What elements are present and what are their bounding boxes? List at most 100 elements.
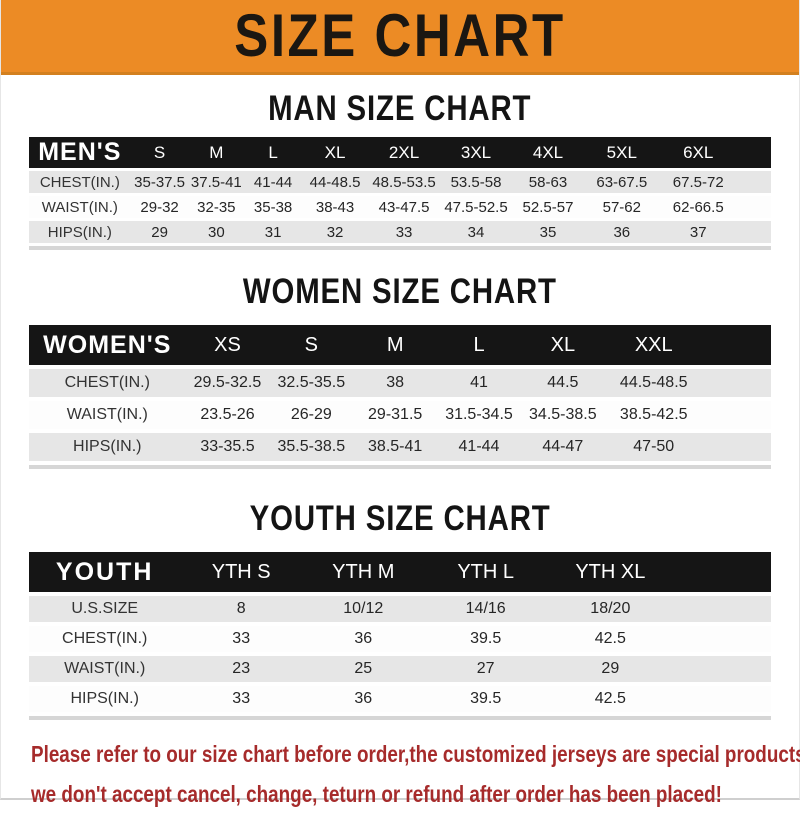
youth-size-table: YOUTH YTH S YTH M YTH L YTH XL U.S.SIZE 8 10/12… xyxy=(29,548,771,716)
footer-notice: Please refer to our size chart before or… xyxy=(31,736,800,816)
size-value: 38.5-42.5 xyxy=(604,401,703,429)
row-label: WAIST(IN.) xyxy=(29,196,131,218)
size-chart-sections: MAN SIZE CHART MEN'S S M L XL 2XL 3XL 4XL 5XL 6XL C… xyxy=(1,91,799,720)
header-filler-cell xyxy=(736,137,771,168)
size-value: 39.5 xyxy=(424,686,547,712)
size-value: 23.5-26 xyxy=(185,401,270,429)
size-value: 44-48.5 xyxy=(302,171,369,193)
table-row: HIPS(IN.) 33 36 39.5 42.5 xyxy=(29,686,771,712)
size-value: 33-35.5 xyxy=(185,433,270,461)
size-value: 38-43 xyxy=(302,196,369,218)
column-header: YTH L xyxy=(424,552,547,592)
size-value: 32.5-35.5 xyxy=(269,369,354,397)
youth-table-wrap: YOUTH YTH S YTH M YTH L YTH XL U.S.SIZE 8 10/12… xyxy=(29,548,771,720)
row-label: CHEST(IN.) xyxy=(29,171,131,193)
table-row: CHEST(IN.) 35-37.5 37.5-41 41-44 44-48.5 48.5… xyxy=(29,171,771,193)
row-label: CHEST(IN.) xyxy=(29,369,186,397)
column-header: M xyxy=(353,325,438,365)
size-value: 36 xyxy=(302,626,425,652)
size-value: 35.5-38.5 xyxy=(269,433,354,461)
size-value: 10/12 xyxy=(302,596,425,622)
row-label: HIPS(IN.) xyxy=(29,433,186,461)
size-value: 41 xyxy=(437,369,521,397)
row-filler-cell xyxy=(736,171,771,193)
table-row: CHEST(IN.) 29.5-32.5 32.5-35.5 38 41 44.5 44.5… xyxy=(29,369,771,397)
size-value: 41-44 xyxy=(437,433,521,461)
size-value: 44-47 xyxy=(520,433,605,461)
column-header: XXL xyxy=(604,325,703,365)
women-group-label: WOMEN'S xyxy=(29,325,186,365)
size-value: 37 xyxy=(659,221,737,243)
column-header: 6XL xyxy=(659,137,737,168)
page-title: SIZE CHART xyxy=(205,6,595,66)
size-value: 32-35 xyxy=(188,196,245,218)
size-value: 42.5 xyxy=(546,626,674,652)
banner: SIZE CHART xyxy=(1,0,799,75)
size-value: 41-44 xyxy=(244,171,303,193)
row-filler-cell xyxy=(702,433,771,461)
men-header-row: MEN'S S M L XL 2XL 3XL 4XL 5XL 6XL xyxy=(29,137,771,168)
size-value: 52.5-57 xyxy=(512,196,584,218)
youth-section-heading-text: YOUTH SIZE CHART xyxy=(249,499,551,538)
size-value: 38.5-41 xyxy=(353,433,438,461)
size-value: 31.5-34.5 xyxy=(437,401,521,429)
size-value: 35 xyxy=(512,221,584,243)
size-value: 18/20 xyxy=(546,596,674,622)
size-value: 29-32 xyxy=(130,196,189,218)
row-filler-cell xyxy=(673,656,771,682)
size-value: 26-29 xyxy=(269,401,354,429)
size-value: 29-31.5 xyxy=(353,401,438,429)
size-value: 25 xyxy=(302,656,425,682)
row-label: WAIST(IN.) xyxy=(29,656,181,682)
size-value: 57-62 xyxy=(583,196,660,218)
women-size-table: WOMEN'S XS S M L XL XXL CHEST(IN.) 29.5-32.5 32.5… xyxy=(29,321,771,465)
page-title-text: SIZE CHART xyxy=(234,2,566,69)
column-header: YTH S xyxy=(180,552,303,592)
size-value: 33 xyxy=(180,686,303,712)
size-value: 8 xyxy=(180,596,303,622)
column-header: XS xyxy=(185,325,270,365)
size-value: 67.5-72 xyxy=(659,171,737,193)
size-value: 39.5 xyxy=(424,626,547,652)
row-filler-cell xyxy=(702,401,771,429)
men-table-wrap: MEN'S S M L XL 2XL 3XL 4XL 5XL 6XL CHEST(IN.) 35-37… xyxy=(29,134,771,250)
size-value: 29.5-32.5 xyxy=(185,369,270,397)
women-section-heading: WOMEN SIZE CHART xyxy=(1,274,799,309)
table-row: HIPS(IN.) 33-35.5 35.5-38.5 38.5-41 41-44 44-… xyxy=(29,433,771,461)
size-value: 36 xyxy=(302,686,425,712)
size-value: 36 xyxy=(583,221,660,243)
size-value: 43-47.5 xyxy=(368,196,441,218)
youth-group-label: YOUTH xyxy=(29,552,181,592)
youth-section: YOUTH SIZE CHART YOUTH YTH S YTH M YTH L YTH … xyxy=(1,501,799,720)
table-row: U.S.SIZE 8 10/12 14/16 18/20 xyxy=(29,596,771,622)
notice-line-2: we don't accept cancel, change, teturn o… xyxy=(31,776,799,816)
column-header: XL xyxy=(520,325,605,365)
men-section-heading-text: MAN SIZE CHART xyxy=(268,89,532,128)
column-header: 4XL xyxy=(512,137,584,168)
women-section: WOMEN SIZE CHART WOMEN'S XS S M L XL XXL CHEST(I… xyxy=(1,274,799,469)
column-header: S xyxy=(269,325,354,365)
column-header: S xyxy=(130,137,189,168)
size-value: 29 xyxy=(546,656,674,682)
size-value: 33 xyxy=(368,221,441,243)
column-header: XL xyxy=(302,137,369,168)
table-row: CHEST(IN.) 33 36 39.5 42.5 xyxy=(29,626,771,652)
column-header: 2XL xyxy=(368,137,441,168)
table-row: HIPS(IN.) 29 30 31 32 33 34 35 36 37 xyxy=(29,221,771,243)
men-size-table: MEN'S S M L XL 2XL 3XL 4XL 5XL 6XL CHEST(IN.) 35-37… xyxy=(29,134,771,246)
table-row: WAIST(IN.) 29-32 32-35 35-38 38-43 43-47.5 47.… xyxy=(29,196,771,218)
size-value: 23 xyxy=(180,656,303,682)
column-header: YTH M xyxy=(302,552,425,592)
size-value: 62-66.5 xyxy=(659,196,737,218)
header-filler-cell xyxy=(673,552,771,592)
column-header: L xyxy=(244,137,303,168)
women-section-heading-text: WOMEN SIZE CHART xyxy=(243,272,557,311)
size-value: 33 xyxy=(180,626,303,652)
size-value: 35-38 xyxy=(244,196,303,218)
column-header: YTH XL xyxy=(546,552,674,592)
row-filler-cell xyxy=(673,686,771,712)
size-value: 34 xyxy=(440,221,512,243)
header-filler-cell xyxy=(702,325,771,365)
size-value: 14/16 xyxy=(424,596,547,622)
